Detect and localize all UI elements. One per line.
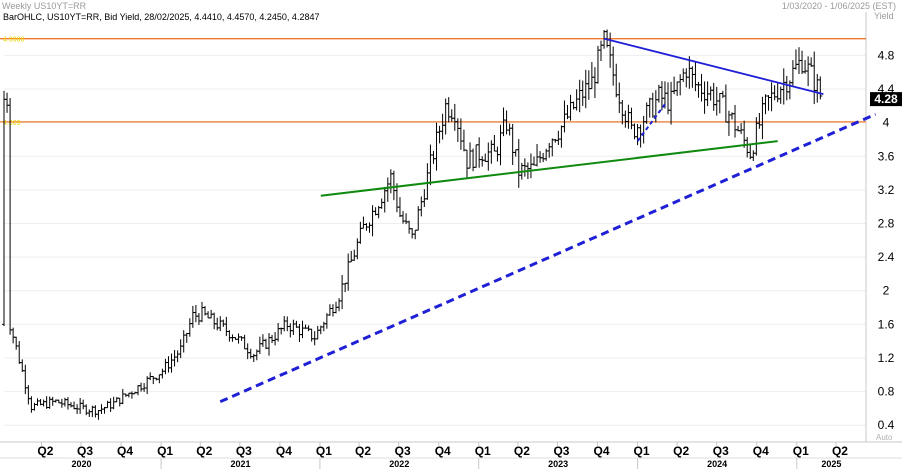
x-quarter-label: Q4 — [117, 444, 133, 458]
last-value-tag — [870, 92, 902, 107]
axis-layer — [0, 12, 902, 469]
x-quarter-label: Q4 — [753, 444, 769, 458]
green-support — [320, 140, 778, 197]
blue-solid-resistance — [603, 37, 824, 95]
trendlines — [219, 37, 877, 404]
x-quarter-label: Q3 — [236, 444, 252, 458]
x-quarter-label: Q4 — [435, 444, 451, 458]
x-year-label: 2025 — [821, 459, 841, 469]
x-quarter-label: Q1 — [157, 444, 173, 458]
y-tick-label: 0.8 — [878, 385, 895, 399]
axis-unit-label: Yield — [874, 11, 894, 21]
level-label: 4.9988 — [3, 37, 25, 44]
x-quarter-label: Q3 — [395, 444, 411, 458]
x-quarter-label: Q2 — [832, 444, 848, 458]
x-quarter-label: Q3 — [77, 444, 93, 458]
y-tick-label: 4 — [883, 116, 890, 130]
level-label: 4.009 — [3, 120, 21, 127]
x-quarter-label: Q2 — [37, 444, 53, 458]
y-tick-label: 4.8 — [878, 48, 895, 62]
chart-title: Weekly US10YT=RR — [2, 1, 87, 11]
x-quarter-label: Q1 — [634, 444, 650, 458]
y-tick-label: 3.6 — [878, 149, 895, 163]
y-tick-label: 2.8 — [878, 216, 895, 230]
x-year-label: 2021 — [230, 459, 250, 469]
y-axis-auto-label: Auto — [876, 433, 893, 442]
x-quarter-label: Q3 — [553, 444, 569, 458]
y-tick-label: 2 — [883, 284, 890, 298]
x-quarter-label: Q2 — [673, 444, 689, 458]
x-quarter-label: Q2 — [355, 444, 371, 458]
y-tick-label: 0.4 — [878, 418, 895, 432]
x-quarter-label: Q3 — [713, 444, 729, 458]
y-tick-label: 1.6 — [878, 317, 895, 331]
x-year-label: 2022 — [389, 459, 409, 469]
x-year-label: 2020 — [71, 459, 91, 469]
x-quarter-label: Q1 — [316, 444, 332, 458]
blue-short-segment — [636, 103, 666, 142]
horizontal-levels: 4.9988 4.009 — [0, 37, 866, 127]
x-year-label: 2023 — [548, 459, 568, 469]
x-quarter-label: Q2 — [196, 444, 212, 458]
x-quarter-label: Q4 — [594, 444, 610, 458]
grid-layer — [4, 54, 866, 426]
x-year-label: 2024 — [707, 459, 727, 469]
blue-dashed-support — [219, 112, 877, 404]
date-range: 1/03/2020 - 1/06/2025 (EST) — [781, 1, 896, 11]
x-quarter-label: Q1 — [793, 444, 809, 458]
x-quarter-label: Q2 — [514, 444, 530, 458]
series-legend: BarOHLC, US10YT=RR, Bid Yield, 28/02/202… — [3, 12, 320, 22]
ohlc-bars — [2, 29, 823, 420]
y-tick-label: 1.2 — [878, 351, 895, 365]
x-quarter-label: Q4 — [276, 444, 292, 458]
x-quarter-label: Q1 — [475, 444, 491, 458]
last-value-label: 4.28 — [874, 92, 898, 106]
y-tick-label: 3.2 — [878, 183, 895, 197]
y-tick-label: 2.4 — [878, 250, 895, 264]
